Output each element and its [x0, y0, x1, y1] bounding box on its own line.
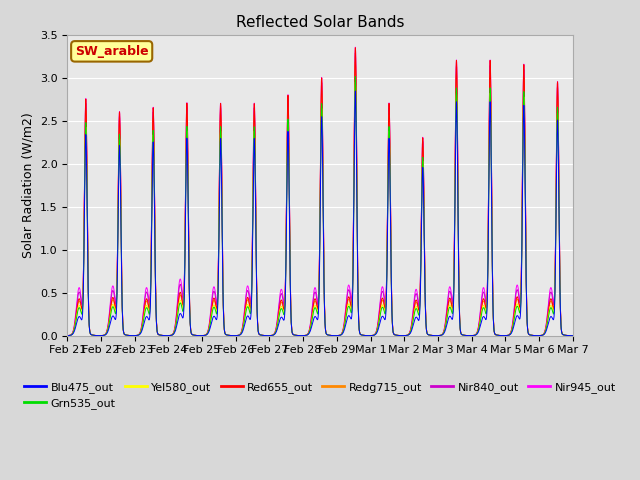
Title: Reflected Solar Bands: Reflected Solar Bands: [236, 15, 404, 30]
Text: SW_arable: SW_arable: [75, 45, 148, 58]
Legend: Blu475_out, Grn535_out, Yel580_out, Red655_out, Redg715_out, Nir840_out, Nir945_: Blu475_out, Grn535_out, Yel580_out, Red6…: [20, 377, 620, 413]
Y-axis label: Solar Radiation (W/m2): Solar Radiation (W/m2): [21, 113, 35, 258]
